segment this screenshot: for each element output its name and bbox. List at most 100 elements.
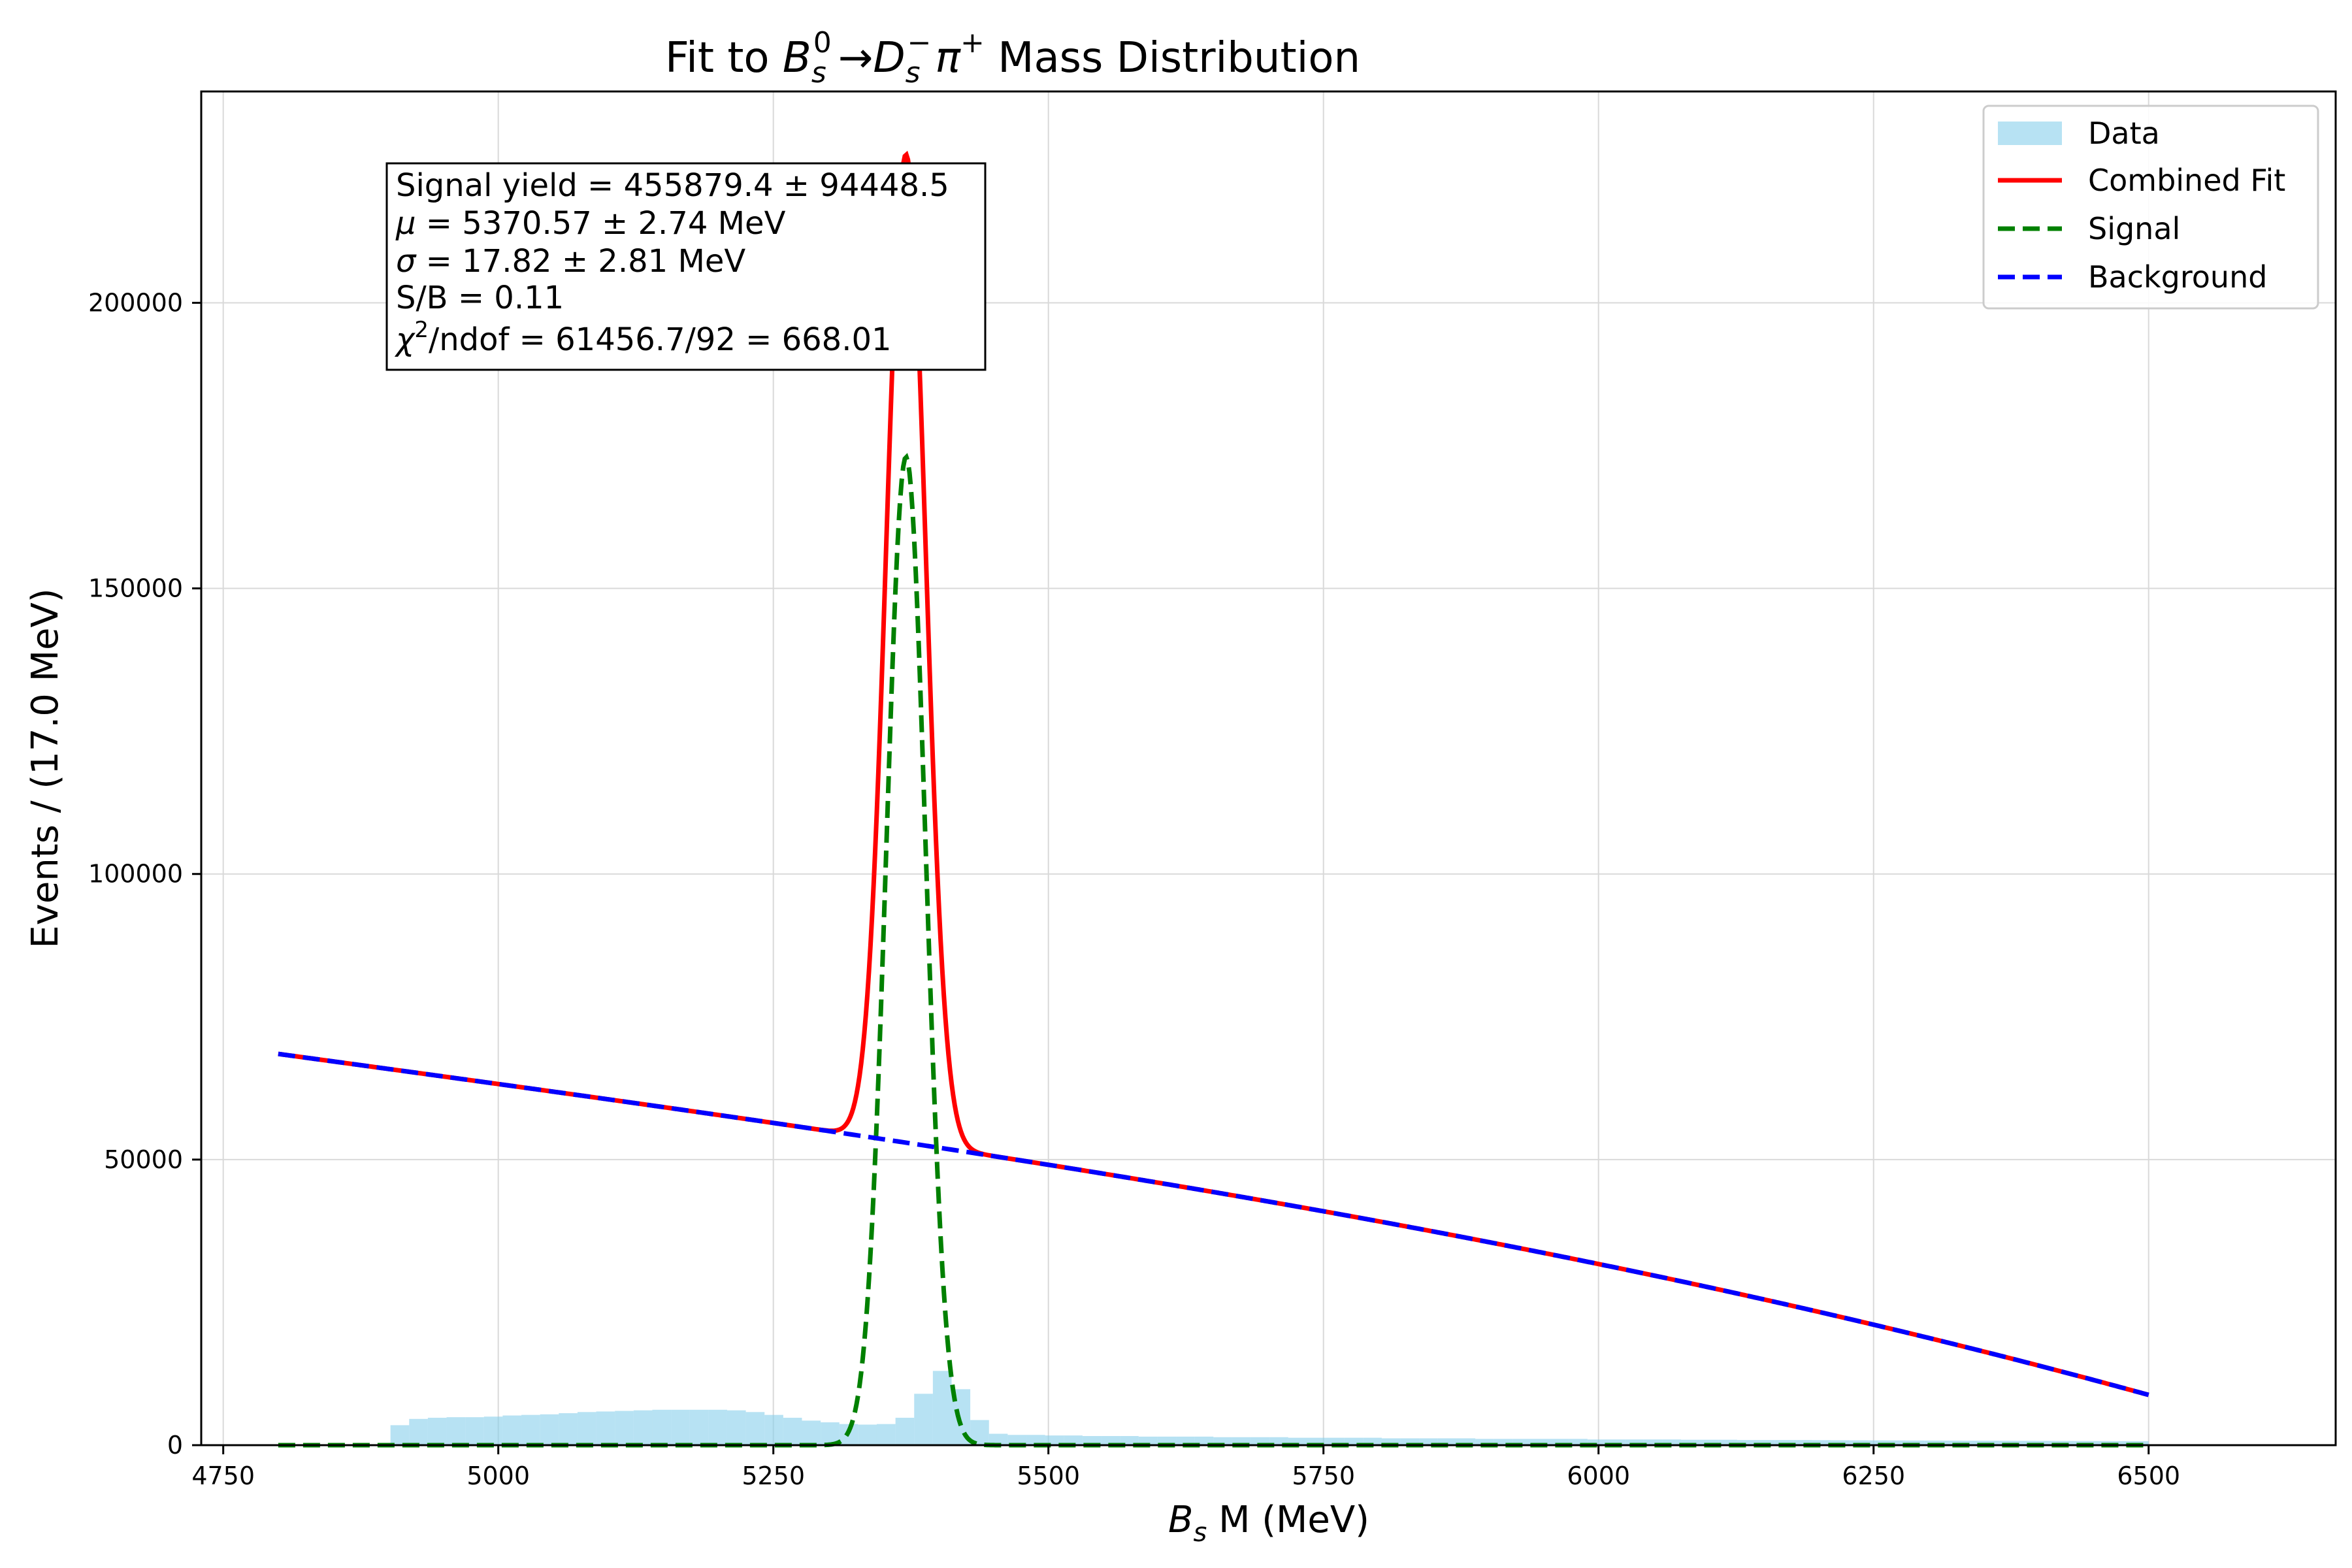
x-tick-label: 6000 xyxy=(1567,1462,1630,1490)
stat-s-over-b: S/B = 0.11 xyxy=(396,280,564,316)
histogram-bar xyxy=(390,1425,410,1445)
histogram-bar xyxy=(1756,1440,1775,1445)
histogram-bar xyxy=(446,1417,466,1445)
histogram-bar xyxy=(1905,1440,1925,1445)
stat-chi2: χ2/ndof = 61456.7/92 = 668.01 xyxy=(394,317,892,358)
histogram-bar xyxy=(465,1417,484,1445)
legend-label-background: Background xyxy=(2088,259,2267,295)
x-axis-label: Bs M (MeV) xyxy=(1168,1499,1369,1548)
histogram-bar xyxy=(895,1418,915,1445)
histogram-bar xyxy=(1419,1438,1438,1445)
histogram-bar xyxy=(914,1394,933,1445)
histogram-bar xyxy=(1437,1438,1457,1445)
histogram-bar xyxy=(764,1414,783,1445)
histogram-bar xyxy=(409,1418,428,1445)
y-tick-label: 50000 xyxy=(104,1145,183,1174)
histogram-bar xyxy=(1718,1439,1737,1445)
histogram-bar xyxy=(540,1414,559,1445)
histogram-bar xyxy=(1550,1439,1569,1445)
histogram-bar xyxy=(521,1414,540,1445)
stat-sigma: σ = 17.82 ± 2.81 MeV xyxy=(396,243,745,280)
stat-mu: μ = 5370.57 ± 2.74 MeV xyxy=(395,205,786,242)
histogram-bar xyxy=(1288,1437,1307,1445)
histogram-bar xyxy=(1512,1439,1531,1445)
histogram-bar xyxy=(1643,1439,1663,1445)
histogram-bar xyxy=(1812,1440,1831,1445)
histogram-bar xyxy=(876,1424,896,1445)
histogram-bar xyxy=(652,1409,672,1445)
histogram-bar xyxy=(671,1409,690,1445)
x-tick-label: 6500 xyxy=(2117,1462,2180,1490)
chart-title: Fit to Bs0 →Ds−π+ Mass Distribution xyxy=(665,26,1360,90)
histogram-bar xyxy=(1026,1435,1045,1445)
histogram-bar xyxy=(1774,1440,1793,1445)
histogram-bar xyxy=(1681,1439,1700,1445)
histogram-bar xyxy=(1475,1439,1494,1445)
histogram-bar xyxy=(1531,1439,1550,1445)
histogram-bar xyxy=(783,1418,802,1445)
stats-box-frame xyxy=(385,162,987,371)
y-tick-label: 100000 xyxy=(88,860,183,889)
signal-curve xyxy=(278,453,2149,1448)
y-tick-label: 200000 xyxy=(88,288,183,317)
x-tick-label: 5250 xyxy=(742,1462,805,1490)
histogram-bar xyxy=(1625,1439,1644,1445)
histogram-bar xyxy=(745,1412,765,1445)
histogram-bar xyxy=(1868,1440,1887,1445)
histogram-bar xyxy=(727,1410,746,1445)
histogram-bar xyxy=(1456,1438,1476,1445)
histogram-bar xyxy=(988,1433,1008,1445)
histogram-bar xyxy=(1400,1438,1420,1445)
histogram-bar xyxy=(1344,1437,1364,1445)
histogram-bar xyxy=(1587,1439,1607,1445)
histogram-bar xyxy=(1849,1440,1869,1445)
histogram-bar xyxy=(1381,1438,1401,1445)
histogram-bar xyxy=(1831,1440,1850,1445)
histogram-bar xyxy=(1961,1441,1981,1445)
histogram-bar xyxy=(689,1409,709,1445)
histogram-bar xyxy=(596,1411,615,1445)
histogram-bar xyxy=(1793,1440,1812,1445)
histogram-bar xyxy=(1307,1437,1326,1445)
histogram-bar xyxy=(1942,1441,1962,1445)
data-histogram xyxy=(390,1371,2149,1445)
x-tick-label: 6250 xyxy=(1842,1462,1905,1490)
histogram-bar xyxy=(1494,1439,1513,1445)
histogram-bar xyxy=(1662,1439,1682,1445)
histogram-bar xyxy=(1045,1435,1064,1445)
legend: Data Combined Fit Signal Background xyxy=(1982,105,2319,310)
histogram-bar xyxy=(577,1412,596,1445)
x-tick-label: 5000 xyxy=(466,1462,530,1490)
histogram-bar xyxy=(502,1415,522,1445)
stat-signal-yield: Signal yield = 455879.4 ± 94448.5 xyxy=(396,167,949,204)
histogram-bar xyxy=(427,1418,447,1445)
histogram-bar xyxy=(559,1413,578,1445)
histogram-bar xyxy=(2036,1441,2055,1445)
x-tick-label: 4750 xyxy=(191,1462,255,1490)
histogram-bar xyxy=(1064,1435,1083,1445)
histogram-bar xyxy=(2111,1441,2131,1445)
legend-swatch-data xyxy=(1998,122,2062,145)
histogram-bar xyxy=(1007,1435,1027,1445)
y-axis-label: Events / (17.0 MeV) xyxy=(24,588,67,948)
histogram-bar xyxy=(708,1409,727,1445)
x-tick-label: 5500 xyxy=(1017,1462,1080,1490)
histogram-bar xyxy=(1606,1439,1625,1445)
y-tick-label: 150000 xyxy=(88,574,183,603)
legend-label-data: Data xyxy=(2088,116,2160,151)
histogram-bar xyxy=(633,1410,653,1445)
legend-label-signal: Signal xyxy=(2088,211,2180,246)
histogram-bar xyxy=(615,1411,634,1445)
histogram-bar xyxy=(802,1420,821,1445)
y-tick-label: 0 xyxy=(167,1431,183,1460)
histogram-bar xyxy=(483,1416,503,1445)
fit-stats-box: Signal yield = 455879.4 ± 94448.5 μ = 53… xyxy=(385,162,987,371)
histogram-bar xyxy=(1326,1437,1345,1445)
legend-frame xyxy=(1982,105,2319,310)
histogram-bar xyxy=(1737,1440,1756,1445)
plot-frame xyxy=(200,90,2337,1446)
axis-ticks: 4750 5000 5250 5500 5750 6000 6250 6500 0 50000 10… xyxy=(88,288,2180,1490)
histogram-bar xyxy=(1699,1439,1719,1445)
x-tick-label: 5750 xyxy=(1292,1462,1355,1490)
